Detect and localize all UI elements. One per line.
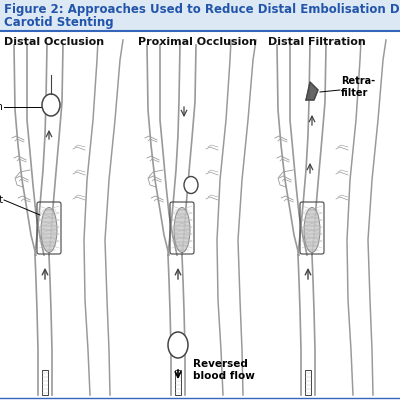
Bar — [175, 370, 181, 395]
Text: Reversed
blood flow: Reversed blood flow — [193, 359, 255, 381]
Ellipse shape — [184, 176, 198, 194]
Ellipse shape — [304, 208, 320, 252]
Ellipse shape — [168, 332, 188, 358]
Text: Distal Filtration: Distal Filtration — [268, 37, 366, 47]
Text: Carotid Stenting: Carotid Stenting — [4, 16, 114, 29]
Ellipse shape — [41, 208, 57, 252]
Text: Retra-
filter: Retra- filter — [341, 76, 375, 98]
Bar — [42, 370, 48, 395]
Bar — [305, 370, 311, 395]
Text: Figure 2: Approaches Used to Reduce Distal Embolisation During: Figure 2: Approaches Used to Reduce Dist… — [4, 3, 400, 16]
Text: Distal Occlusion: Distal Occlusion — [4, 37, 104, 47]
Bar — [0, 0, 400, 30]
Polygon shape — [306, 82, 318, 100]
Text: Proximal Occlusion: Proximal Occlusion — [138, 37, 257, 47]
Text: nt: nt — [0, 195, 3, 205]
Ellipse shape — [174, 208, 190, 252]
Ellipse shape — [42, 94, 60, 116]
Text: ion: ion — [0, 102, 3, 112]
